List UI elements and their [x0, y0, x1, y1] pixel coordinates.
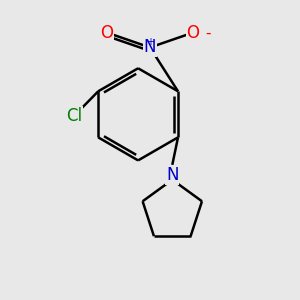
Text: O: O [187, 24, 200, 42]
Text: O: O [100, 24, 113, 42]
Text: Cl: Cl [66, 107, 82, 125]
Text: -: - [205, 26, 211, 41]
Text: N: N [166, 166, 178, 184]
Text: N: N [144, 38, 156, 56]
Text: +: + [146, 38, 154, 47]
